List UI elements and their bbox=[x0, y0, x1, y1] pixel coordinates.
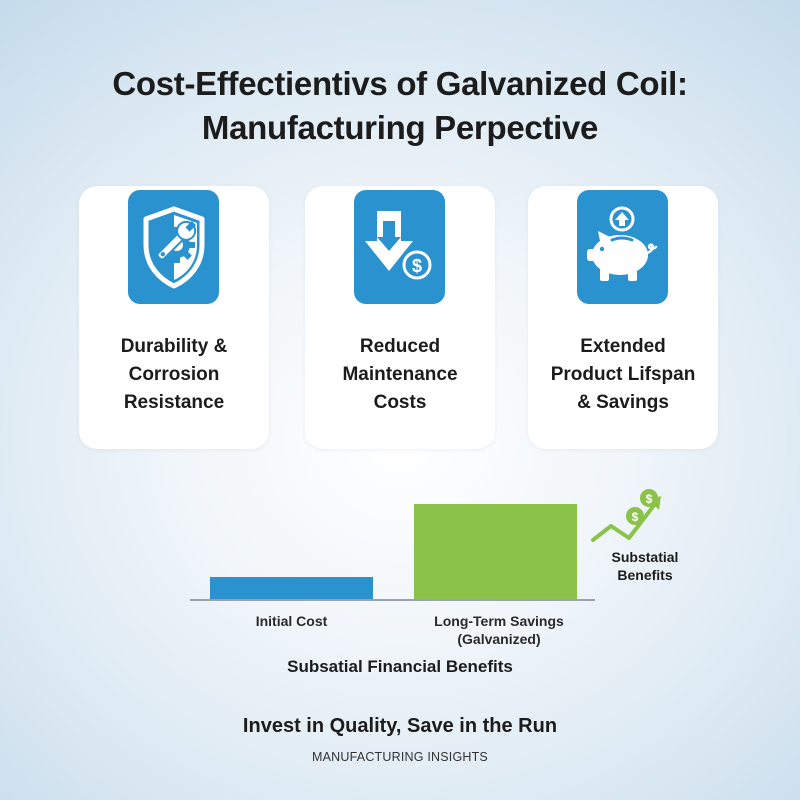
card-label-line: Costs bbox=[373, 392, 427, 413]
card-label-line: Reduced bbox=[359, 336, 441, 357]
x-axis-line bbox=[190, 599, 595, 601]
card-label: Reduced Maintenance Costs bbox=[305, 333, 495, 417]
card-label: Durability & Corrosion Resistance bbox=[79, 333, 269, 417]
title-line-2: Manufacturing Perpective bbox=[201, 109, 599, 146]
icon-tile bbox=[577, 190, 668, 304]
card-label-line: Durability & bbox=[120, 336, 228, 357]
tagline: Invest in Quality, Save in the Run bbox=[242, 715, 558, 737]
x-label-line: Initial Cost bbox=[255, 613, 328, 629]
piggy-bank-up-arrow-icon bbox=[586, 206, 657, 281]
substantial-benefits-annotation: $ $ Substatial Benefits bbox=[585, 482, 715, 592]
icon-tile: $ bbox=[354, 190, 445, 304]
shield-wrench-gear-icon bbox=[143, 206, 204, 289]
down-arrow-dollar-icon: $ bbox=[364, 211, 433, 281]
card-label-line: & Savings bbox=[577, 392, 669, 413]
x-label-line: (Galvanized) bbox=[457, 631, 541, 647]
icon-tile bbox=[128, 190, 219, 304]
benefit-card-lifespan: Extended Product Lifspan & Savings bbox=[528, 186, 718, 449]
x-label-initial-cost: Initial Cost bbox=[210, 612, 373, 630]
footer-brand: MANUFACTURING INSIGHTS bbox=[312, 750, 488, 764]
page-title: Cost-Effectientivs of Galvanized Coil: M… bbox=[0, 62, 800, 150]
benefit-card-durability: Durability & Corrosion Resistance bbox=[79, 186, 269, 449]
annotation-label-line: Benefits bbox=[617, 567, 673, 583]
svg-text:$: $ bbox=[411, 256, 421, 276]
trending-up-dollar-icon: $ $ bbox=[591, 489, 661, 542]
bar-initial-cost bbox=[210, 577, 373, 600]
svg-text:$: $ bbox=[632, 510, 639, 524]
card-label-line: Extended bbox=[580, 336, 666, 357]
bar-long-term-savings bbox=[414, 504, 577, 600]
benefit-card-maintenance: $ Reduced Maintenance Costs bbox=[305, 186, 495, 449]
annotation-label-line: Substatial bbox=[611, 549, 679, 565]
card-label-line: Resistance bbox=[123, 392, 225, 413]
x-label-long-term-savings: Long-Term Savings (Galvanized) bbox=[404, 612, 594, 648]
annotation-label: Substatial Benefits bbox=[585, 548, 705, 584]
card-label-line: Corrosion bbox=[128, 364, 220, 385]
card-label-line: Product Lifspan bbox=[550, 364, 696, 385]
card-label-line: Maintenance bbox=[342, 364, 458, 385]
chart-title: Subsatial Financial Benefits bbox=[287, 657, 513, 676]
card-label: Extended Product Lifspan & Savings bbox=[528, 333, 718, 417]
svg-text:$: $ bbox=[646, 492, 653, 506]
title-line-1: Cost-Effectientivs of Galvanized Coil: bbox=[112, 65, 688, 102]
x-label-line: Long-Term Savings bbox=[434, 613, 564, 629]
